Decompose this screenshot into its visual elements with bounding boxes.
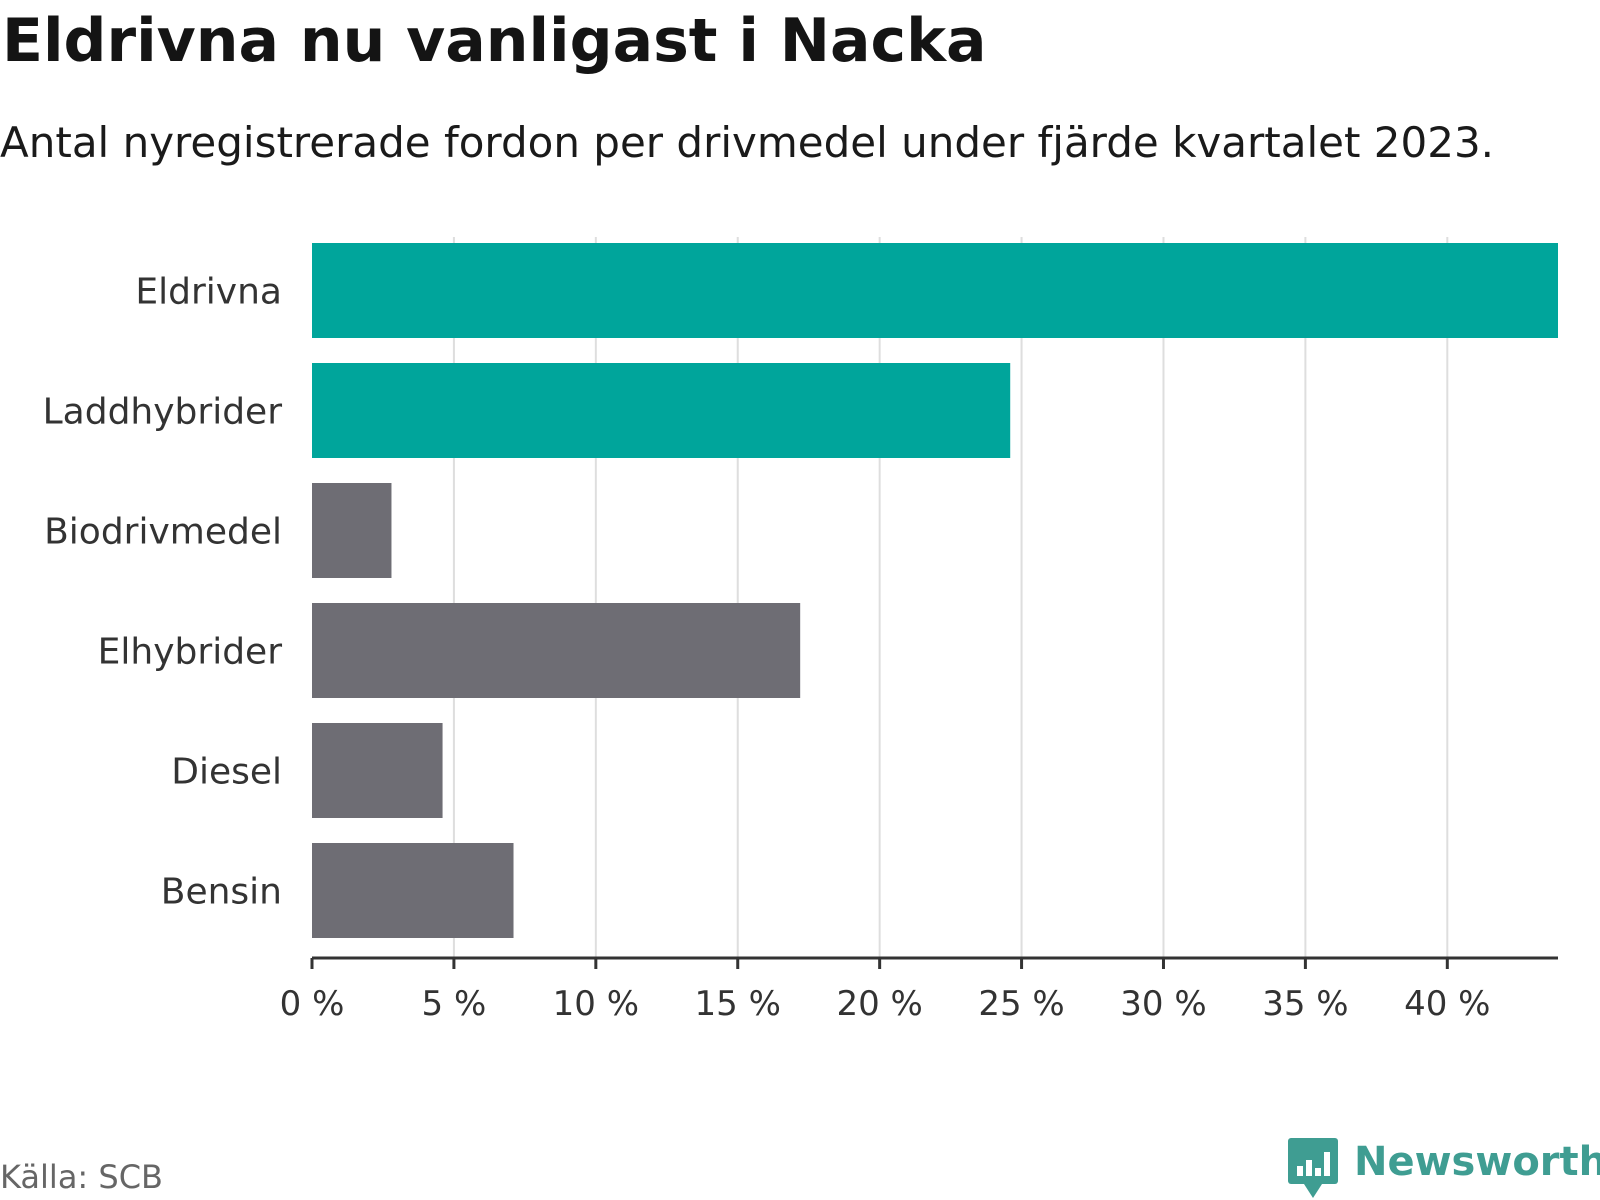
category-label: Elhybrider: [98, 632, 283, 673]
bar-eldrivna: [312, 243, 1558, 338]
bar-chart: Eldrivna Laddhybrider Biodrivmedel Elhybrid…: [43, 237, 1558, 1024]
category-label: Bensin: [161, 872, 282, 913]
category-label: Laddhybrider: [43, 392, 283, 433]
newsworthy-logo: Newsworthy: [1288, 1138, 1600, 1198]
category-label: Diesel: [171, 752, 282, 793]
bar-diesel: [312, 723, 443, 818]
newsworthy-logo-icon: [1288, 1138, 1338, 1198]
bar-biodrivmedel: [312, 483, 392, 578]
chart-subtitle: Antal nyregistrerade fordon per drivmede…: [0, 118, 1495, 167]
x-tick-label: 40 %: [1404, 984, 1490, 1024]
category-label: Eldrivna: [135, 272, 282, 313]
x-tick-label: 35 %: [1262, 984, 1348, 1024]
x-tick-label: 5 %: [422, 984, 487, 1024]
x-tick-label: 20 %: [836, 984, 922, 1024]
chart-title: Eldrivna nu vanligast i Nacka: [2, 6, 987, 76]
bar-elhybrider: [312, 603, 801, 698]
x-tick-label: 25 %: [978, 984, 1064, 1024]
x-tick-label: 10 %: [553, 984, 639, 1024]
source-note: Källa: SCB: [0, 1158, 163, 1196]
x-tick-label: 30 %: [1120, 984, 1206, 1024]
bar-bensin: [312, 843, 514, 938]
bar-laddhybrider: [312, 363, 1011, 458]
x-tick-label: 15 %: [695, 984, 781, 1024]
category-label: Biodrivmedel: [44, 512, 282, 553]
x-tick-label: 0 %: [280, 984, 345, 1024]
brand-name: Newsworthy: [1354, 1139, 1600, 1185]
